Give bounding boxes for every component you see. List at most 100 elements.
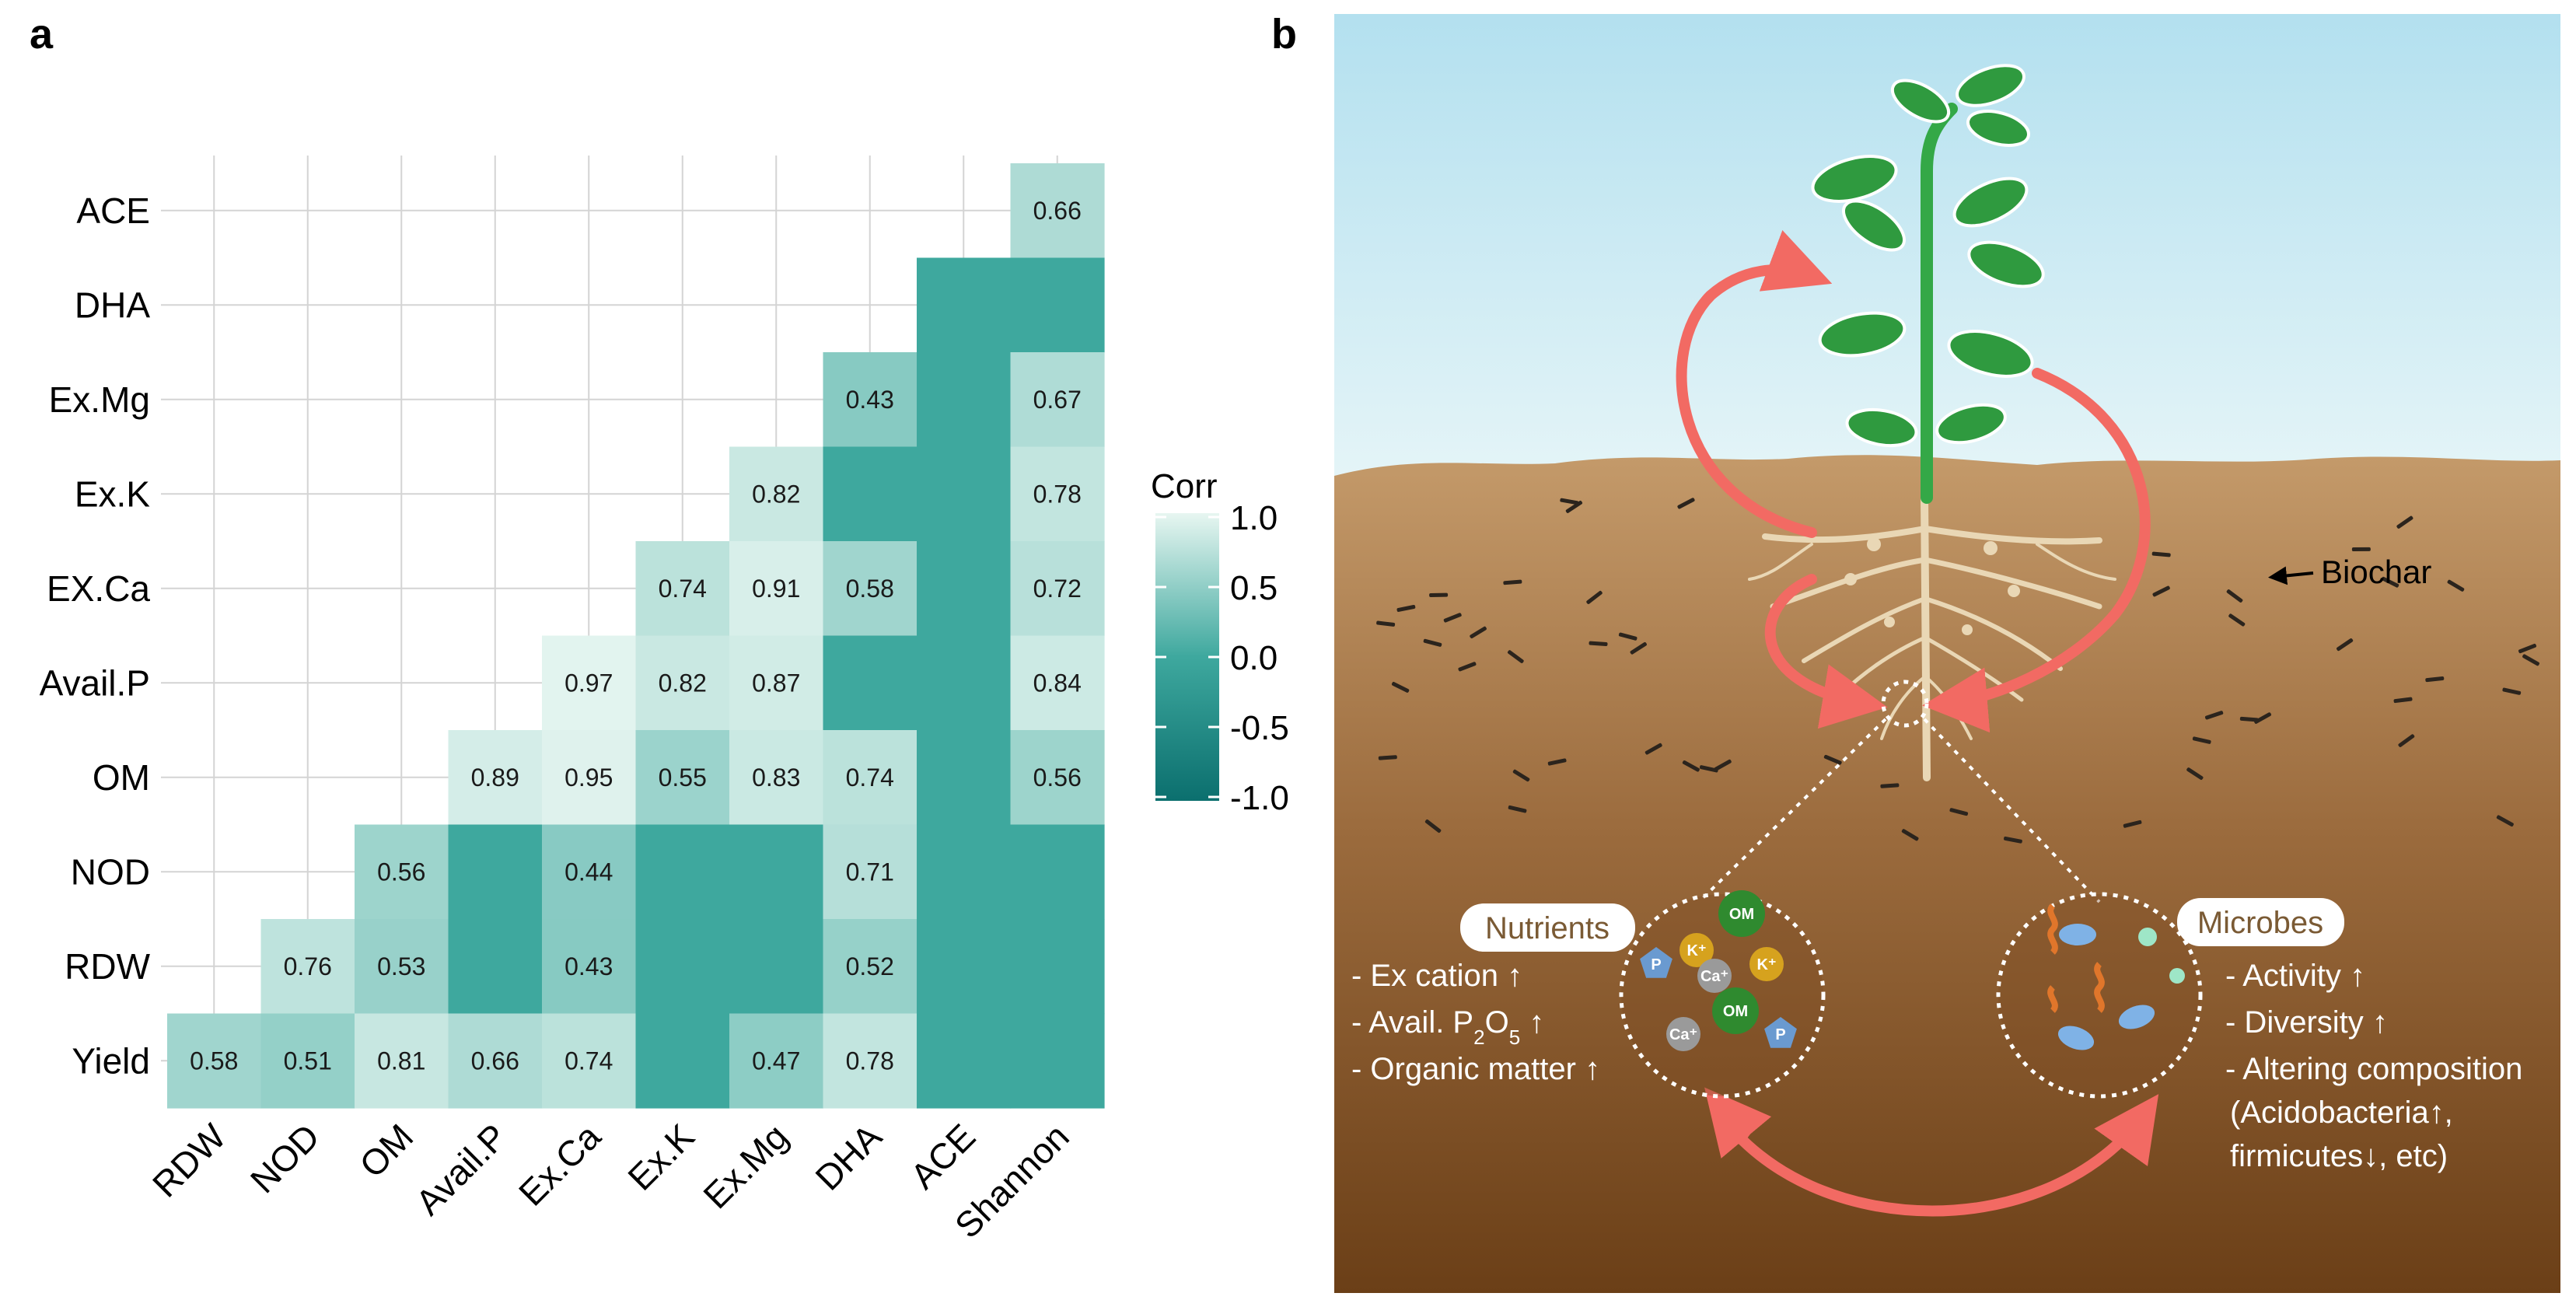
heatmap-cell bbox=[355, 919, 449, 1015]
column-label: Avail.P bbox=[407, 1116, 514, 1222]
feedback-arrows bbox=[1676, 230, 2159, 1217]
biochar-label: Biochar bbox=[2321, 554, 2431, 590]
nutrient-chip-label: P bbox=[1775, 1026, 1785, 1043]
heatmap-cell bbox=[729, 541, 824, 637]
heatmap-cell bbox=[729, 635, 824, 731]
plant-leaves bbox=[1811, 64, 2045, 448]
biochar-flake bbox=[2447, 579, 2465, 592]
biochar-flake bbox=[2337, 638, 2354, 652]
heatmap-cell bbox=[917, 730, 1012, 826]
column-label: NOD bbox=[243, 1116, 327, 1200]
heatmap-cell bbox=[917, 824, 1012, 920]
heatmap-cell bbox=[1010, 730, 1105, 826]
cell-value-label: 0.66 bbox=[471, 1047, 519, 1075]
cell-value-label: 0.44 bbox=[564, 858, 613, 886]
biochar-flake bbox=[2351, 547, 2371, 552]
heatmap-cell bbox=[1010, 352, 1105, 448]
cell-value-label: 0.52 bbox=[846, 952, 894, 980]
heatmap-cell bbox=[542, 824, 637, 920]
heatmap-cell bbox=[917, 352, 1012, 448]
biochar-flake bbox=[2522, 654, 2539, 666]
soil bbox=[1334, 455, 2560, 1293]
column-label: OM bbox=[351, 1116, 421, 1185]
column-label: Ex.Mg bbox=[695, 1116, 795, 1216]
microbes-group: Microbes - Activity ↑ - Diversity ↑ - Al… bbox=[1996, 892, 2522, 1173]
arrow-shoot-to-root bbox=[1922, 368, 2151, 733]
bacterium-icon bbox=[2057, 1026, 2095, 1050]
heatmap-cell bbox=[542, 919, 637, 1015]
arrow-nutrients-to-microbes bbox=[1713, 1094, 2159, 1217]
heatmap-cell bbox=[635, 1013, 730, 1109]
cell-value-label: 0.43 bbox=[846, 386, 894, 414]
heatmap-cell bbox=[729, 919, 824, 1015]
microbes-line-5: firmicutes↓, etc) bbox=[2230, 1139, 2448, 1173]
cell-value-label: 0.91 bbox=[752, 575, 800, 603]
biochar-flake bbox=[1677, 498, 1695, 509]
nutrient-chip bbox=[1697, 959, 1732, 993]
microbe-star-icon bbox=[2169, 968, 2185, 984]
biochar-flake bbox=[1376, 620, 1396, 627]
column-label: Ex.K bbox=[620, 1116, 702, 1198]
cell-value-label: 0.82 bbox=[659, 669, 707, 697]
biochar-flake bbox=[2186, 767, 2204, 780]
heatmap-cell bbox=[167, 1013, 262, 1109]
nutrient-chip bbox=[1718, 890, 1765, 937]
biochar-flake bbox=[1823, 754, 1842, 765]
nutrient-chip-label: Ca⁺ bbox=[1669, 1026, 1697, 1043]
biochar-flake bbox=[1560, 498, 1579, 505]
heatmap-cell bbox=[1010, 635, 1105, 731]
nutrients-pill bbox=[1460, 903, 1635, 952]
avail-sub-1: 2 bbox=[1473, 1026, 1484, 1049]
biochar-flake bbox=[1391, 682, 1410, 693]
biochar-flake bbox=[1424, 819, 1442, 833]
nutrient-chip bbox=[1749, 947, 1784, 981]
microbes-line-2: - Diversity ↑ bbox=[2225, 1005, 2388, 1040]
cell-value-label: 0.47 bbox=[752, 1047, 800, 1075]
row-label: Avail.P bbox=[40, 662, 150, 703]
biochar-flake bbox=[1423, 638, 1442, 647]
heatmap-cell bbox=[823, 446, 918, 542]
cell-value-label: 0.53 bbox=[377, 952, 425, 980]
heatmap-cell bbox=[542, 1013, 637, 1109]
heatmap-cell bbox=[635, 919, 730, 1015]
column-label: RDW bbox=[145, 1116, 234, 1205]
panel-label-a: a bbox=[30, 11, 54, 58]
biochar-flake bbox=[1714, 759, 1732, 771]
heatmap-cell bbox=[823, 541, 918, 637]
cell-value-label: 0.76 bbox=[284, 952, 332, 980]
nutrient-chip-label: OM bbox=[1723, 1003, 1748, 1020]
biochar-flake bbox=[2381, 576, 2399, 588]
heatmap-cell bbox=[729, 1013, 824, 1109]
cell-value-label: 0.87 bbox=[752, 669, 800, 697]
cell-value-label: 0.56 bbox=[377, 858, 425, 886]
heatmap-cell bbox=[823, 352, 918, 448]
biochar-flake bbox=[1901, 829, 1919, 841]
cell-value-label: 0.82 bbox=[752, 480, 800, 508]
cell-value-label: 0.66 bbox=[1033, 197, 1082, 225]
heatmap-cell bbox=[1010, 1013, 1105, 1109]
nutrient-chip bbox=[1764, 1017, 1797, 1048]
row-label: Ex.K bbox=[75, 474, 150, 514]
biochar-flake bbox=[1512, 769, 1530, 782]
cell-value-label: 0.89 bbox=[471, 764, 519, 792]
microbe-spiral-icon bbox=[2047, 903, 2058, 955]
heatmap-cell bbox=[729, 730, 824, 826]
biochar-flake bbox=[1547, 758, 1567, 766]
heatmap-cell bbox=[448, 1013, 543, 1109]
nutrients-title: Nutrients bbox=[1485, 911, 1610, 945]
biochar-flake bbox=[1618, 632, 1638, 641]
legend-title: Corr bbox=[1151, 467, 1218, 505]
cell-value-label: 0.67 bbox=[1033, 386, 1082, 414]
arrow-left-root bbox=[1764, 574, 1888, 729]
biochar-flake bbox=[2204, 711, 2224, 720]
biochar-flake bbox=[1458, 662, 1477, 672]
heatmap-cell bbox=[355, 1013, 449, 1109]
panel-label-b: b bbox=[1271, 11, 1297, 58]
cell-value-label: 0.78 bbox=[846, 1047, 894, 1075]
biochar-flake bbox=[2396, 515, 2413, 529]
biochar-flake bbox=[2151, 551, 2171, 557]
heatmap-cell bbox=[448, 919, 543, 1015]
nutrient-chips: OM K⁺ P Ca⁺ K⁺ OM Ca⁺ P bbox=[1640, 890, 1797, 1051]
nutrient-chip-label: P bbox=[1651, 956, 1661, 973]
cell-value-label: 0.56 bbox=[1033, 764, 1082, 792]
